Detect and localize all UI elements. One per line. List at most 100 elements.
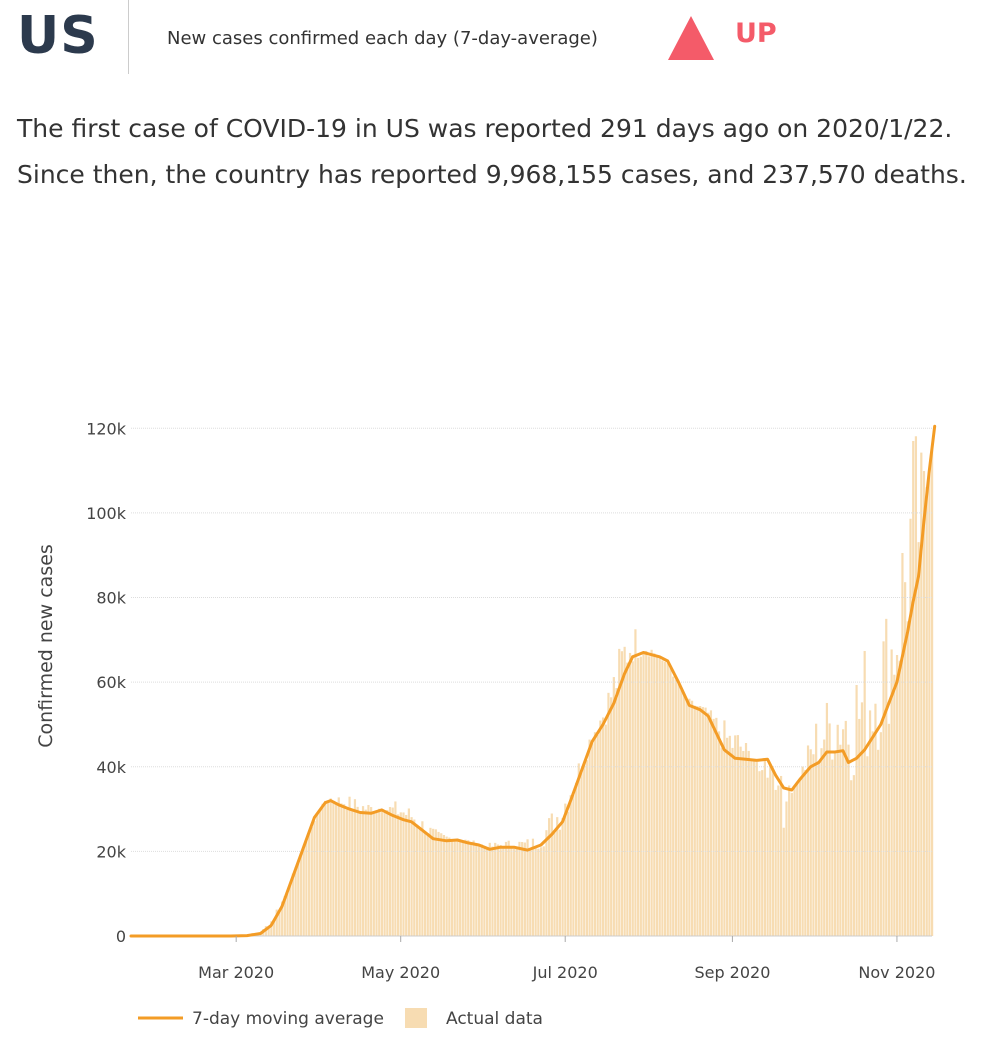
actual-data-bar <box>426 833 429 936</box>
actual-data-bar <box>313 820 316 936</box>
actual-data-bar <box>397 814 400 936</box>
actual-data-bar <box>521 841 524 936</box>
actual-data-bar <box>906 621 909 936</box>
actual-data-bar <box>682 694 686 936</box>
actual-data-bar <box>375 811 378 936</box>
actual-data-bar <box>472 840 475 936</box>
actual-data-bar <box>779 775 783 936</box>
actual-data-bar <box>429 827 432 936</box>
x-tick-label: Mar 2020 <box>198 963 274 982</box>
actual-data-bar <box>639 656 642 936</box>
actual-data-bar <box>326 801 330 936</box>
actual-data-bar <box>494 842 497 936</box>
actual-data-bar <box>440 833 443 936</box>
actual-data-bar <box>421 821 424 936</box>
actual-data-bar <box>796 782 799 936</box>
actual-data-bar <box>502 847 505 936</box>
actual-data-bar <box>572 791 575 936</box>
actual-data-bar <box>728 735 731 936</box>
actual-data-bar <box>882 641 885 936</box>
actual-data-bar <box>316 814 319 936</box>
actual-data-bar <box>739 746 742 936</box>
actual-data-bar <box>809 749 812 936</box>
actual-data-bar <box>858 718 861 936</box>
actual-data-bar <box>690 700 694 936</box>
actual-data-bar <box>286 891 289 936</box>
actual-data-bar <box>771 770 775 936</box>
actual-data-bar <box>518 841 521 936</box>
actual-data-bar <box>275 909 278 936</box>
actual-data-bar <box>442 834 446 936</box>
actual-data-bar <box>806 745 810 936</box>
actual-data-bar <box>283 895 286 936</box>
actual-data-bar <box>537 848 540 936</box>
actual-data-bar <box>655 655 659 936</box>
trend-label: UP <box>735 18 777 49</box>
actual-data-bar <box>550 813 553 936</box>
summary-text: The first case of COVID-19 in US was rep… <box>17 114 967 189</box>
actual-data-bar <box>871 731 874 936</box>
actual-data-bar <box>583 763 586 936</box>
actual-data-bar <box>410 817 413 936</box>
actual-data-bar <box>626 662 629 936</box>
actual-data-bar <box>761 770 764 936</box>
x-tick-label: Nov 2020 <box>858 963 935 982</box>
actual-data-bar <box>680 690 683 936</box>
actual-data-bar <box>604 724 607 936</box>
actual-data-bar <box>272 919 276 936</box>
actual-data-bar <box>575 782 578 936</box>
actual-data-bar <box>448 837 451 936</box>
actual-data-bar <box>817 762 820 936</box>
actual-data-bar <box>712 718 715 936</box>
actual-data-bar <box>585 760 588 936</box>
actual-data-bar <box>332 800 335 936</box>
actual-data-bar <box>815 723 818 936</box>
actual-data-bar <box>534 847 537 936</box>
actual-data-bar <box>413 819 416 936</box>
legend: 7-day moving average Actual data <box>138 1008 543 1029</box>
actual-data-bar <box>564 803 567 936</box>
actual-data-bar <box>270 921 273 936</box>
actual-data-bar <box>685 698 688 936</box>
actual-data-bar <box>450 841 454 936</box>
actual-data-bar <box>469 843 473 936</box>
actual-data-bar <box>278 911 281 936</box>
actual-data-bar <box>515 848 518 936</box>
actual-data-bar <box>402 812 405 936</box>
actual-data-bar <box>372 812 375 936</box>
actual-data-bar <box>361 806 365 936</box>
actual-data-bar <box>909 518 912 936</box>
actual-data-bar <box>634 629 637 936</box>
actual-data-bar <box>486 848 489 936</box>
actual-data-bar <box>868 710 872 936</box>
actual-data-bar <box>653 653 656 936</box>
actual-data-bar <box>766 777 769 936</box>
actual-data-bar <box>388 807 392 936</box>
actual-data-bar <box>356 806 359 936</box>
actual-data-bar <box>512 848 516 936</box>
actual-data-bar <box>828 723 831 936</box>
actual-data-bar <box>291 873 295 936</box>
actual-data-bar <box>459 840 462 936</box>
moving-average-path <box>129 424 937 938</box>
actual-data-bar <box>491 846 494 936</box>
actual-data-bar <box>343 804 346 936</box>
actual-data-bar <box>887 723 891 936</box>
actual-data-bar <box>394 801 397 936</box>
actual-data-bar <box>453 839 456 936</box>
legend-label-average: 7-day moving average <box>192 1009 384 1029</box>
actual-data-bar <box>437 831 440 936</box>
actual-data-bar <box>666 663 669 936</box>
y-tick-label: 20k <box>96 842 126 861</box>
actual-data-bar <box>294 867 297 936</box>
actual-data-bar <box>456 839 459 936</box>
country-title: US <box>17 6 99 66</box>
actual-data-bar <box>677 683 680 936</box>
actual-data-bar <box>895 655 899 936</box>
actual-data-bar <box>688 698 691 936</box>
actual-data-bar <box>920 452 923 936</box>
actual-data-bar <box>580 772 583 936</box>
actual-data-bar <box>801 766 804 936</box>
actual-data-bar <box>529 848 532 936</box>
actual-data-bar <box>496 844 499 936</box>
